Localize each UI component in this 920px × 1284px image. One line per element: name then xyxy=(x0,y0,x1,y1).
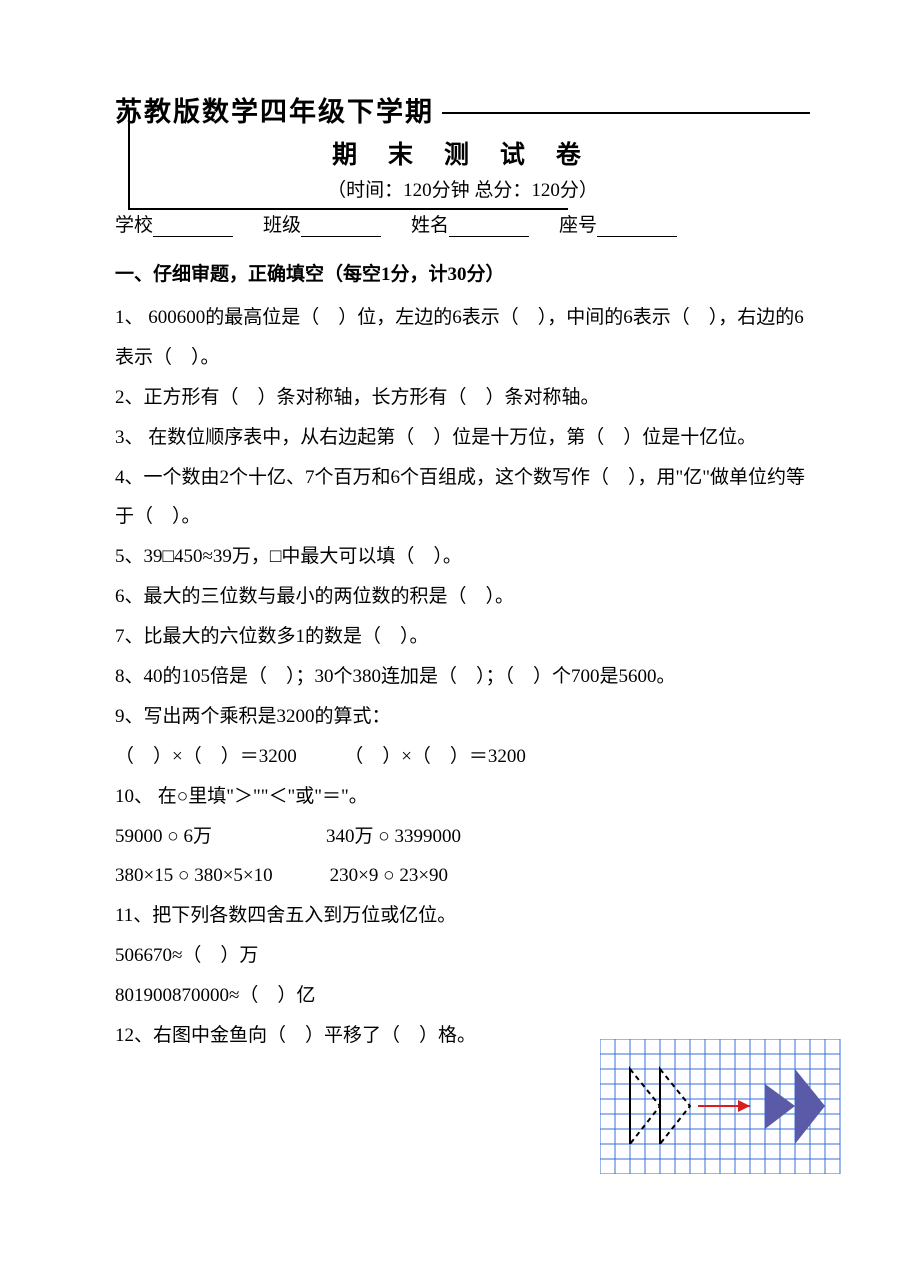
q2: 2、正方形有（ ）条对称轴，长方形有（ ）条对称轴。 xyxy=(115,378,810,418)
subtitle-wrap: 期 末 测 试 卷 xyxy=(115,135,810,171)
q6: 6、最大的三位数与最小的两位数的积是（ ）。 xyxy=(115,577,810,617)
label-school: 学校 xyxy=(115,215,153,236)
info-class: 班级 xyxy=(263,210,381,237)
student-info-row: 学校 班级 姓名 座号 xyxy=(115,210,810,237)
q9b: （ ）×（ ）＝3200 （ ）×（ ）＝3200 xyxy=(115,737,810,777)
meta-line: （时间：120分钟 总分：120分） xyxy=(115,175,810,202)
main-title: 苏教版数学四年级下学期 xyxy=(115,90,434,129)
q10c: 380×15 ○ 380×5×10 230×9 ○ 23×90 xyxy=(115,856,810,896)
q3: 3、 在数位顺序表中，从右边起第（ ）位是十万位，第（ ）位是十亿位。 xyxy=(115,418,810,458)
translation-figure xyxy=(600,1039,850,1174)
q11a: 11、把下列各数四舍五入到万位或亿位。 xyxy=(115,896,810,936)
q11b: 506670≈（ ）万 xyxy=(115,936,810,976)
info-seat: 座号 xyxy=(559,210,677,237)
q11c: 801900870000≈（ ）亿 xyxy=(115,976,810,1016)
title-rule xyxy=(442,112,810,114)
grid-svg xyxy=(600,1039,850,1174)
q8: 8、40的105倍是（ ）；30个380连加是（ ）；（ ）个700是5600。 xyxy=(115,657,810,697)
blank-seat[interactable] xyxy=(597,215,677,237)
label-class: 班级 xyxy=(263,215,301,236)
info-school: 学校 xyxy=(115,210,233,237)
blank-school[interactable] xyxy=(153,215,233,237)
exam-page: 苏教版数学四年级下学期 期 末 测 试 卷 （时间：120分钟 总分：120分）… xyxy=(0,0,920,1284)
section-1-heading: 一、仔细审题，正确填空（每空1分，计30分） xyxy=(115,259,810,286)
title-box-bottom xyxy=(128,208,568,210)
q9a: 9、写出两个乘积是3200的算式： xyxy=(115,697,810,737)
label-name: 姓名 xyxy=(411,215,449,236)
q10a: 10、 在○里填"＞""＜"或"＝"。 xyxy=(115,777,810,817)
q10b: 59000 ○ 6万 340万 ○ 3399000 xyxy=(115,817,810,857)
q1: 1、 600600的最高位是（ ）位，左边的6表示（ ），中间的6表示（ ），右… xyxy=(115,298,810,378)
title-row: 苏教版数学四年级下学期 xyxy=(115,90,810,129)
subtitle: 期 末 测 试 卷 xyxy=(332,141,593,169)
q4: 4、一个数由2个十亿、7个百万和6个百组成，这个数写作（ ），用"亿"做单位约等… xyxy=(115,458,810,538)
q7: 7、比最大的六位数多1的数是（ ）。 xyxy=(115,617,810,657)
info-name: 姓名 xyxy=(411,210,529,237)
blank-class[interactable] xyxy=(301,215,381,237)
blank-name[interactable] xyxy=(449,215,529,237)
label-seat: 座号 xyxy=(559,215,597,236)
q5: 5、39□450≈39万，□中最大可以填（ ）。 xyxy=(115,537,810,577)
